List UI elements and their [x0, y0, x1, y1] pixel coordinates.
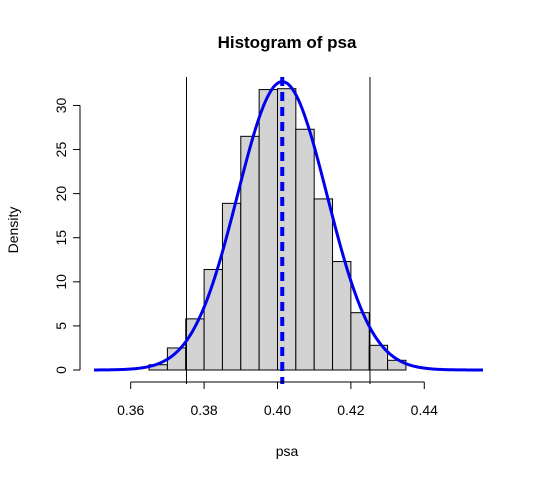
x-tick-label-4: 0.44	[411, 402, 438, 418]
histogram-bar-6	[258, 89, 278, 371]
y-tick-label-6: 30	[53, 97, 69, 113]
y-tick-label-0: 0	[53, 366, 69, 374]
density-curve-group	[93, 80, 484, 372]
histogram-bar-4	[221, 202, 242, 371]
y-axis-label: Density	[5, 207, 21, 254]
histogram-bar-8	[295, 128, 315, 371]
histogram-bar-9	[313, 198, 334, 371]
density-curve	[93, 80, 484, 372]
x-tick-label-1: 0.38	[190, 402, 217, 418]
vertical-lines	[185, 77, 371, 384]
x-tick-label-3: 0.42	[337, 402, 364, 418]
y-tick-label-5: 25	[53, 142, 69, 158]
histogram-bar-10	[332, 261, 352, 371]
histogram-bar-12	[368, 344, 389, 371]
y-tick-label-1: 5	[53, 322, 69, 330]
x-tick-label-0: 0.36	[117, 402, 144, 418]
x-axis-label: psa	[276, 443, 299, 459]
histogram-bar-7	[276, 88, 297, 371]
y-tick-label-3: 15	[53, 230, 69, 246]
x-tick-label-2: 0.40	[264, 402, 291, 418]
y-tick-label-4: 20	[53, 186, 69, 202]
histogram-bars	[148, 88, 407, 371]
histogram-bar-11	[350, 312, 370, 371]
chart-title: Histogram of psa	[218, 33, 357, 52]
y-axis: 0 5 10 15 20 25 30	[53, 97, 81, 374]
x-axis: 0.36 0.38 0.40 0.42 0.44	[117, 381, 438, 418]
y-tick-label-2: 10	[53, 274, 69, 290]
